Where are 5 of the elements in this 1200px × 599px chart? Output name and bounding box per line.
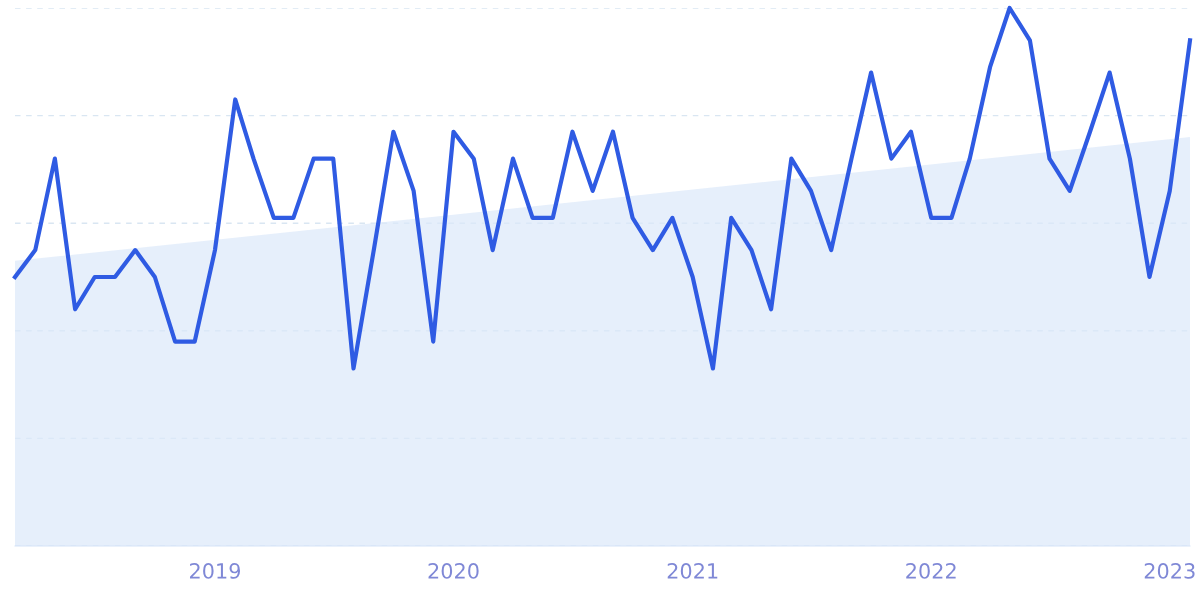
x-tick-label: 2019 (189, 563, 241, 579)
x-tick-label: 2020 (428, 563, 479, 579)
x-tick-label: 2023 (1144, 563, 1195, 579)
x-tick-label: 2022 (906, 563, 956, 579)
x-tick-label: 2021 (667, 563, 718, 579)
